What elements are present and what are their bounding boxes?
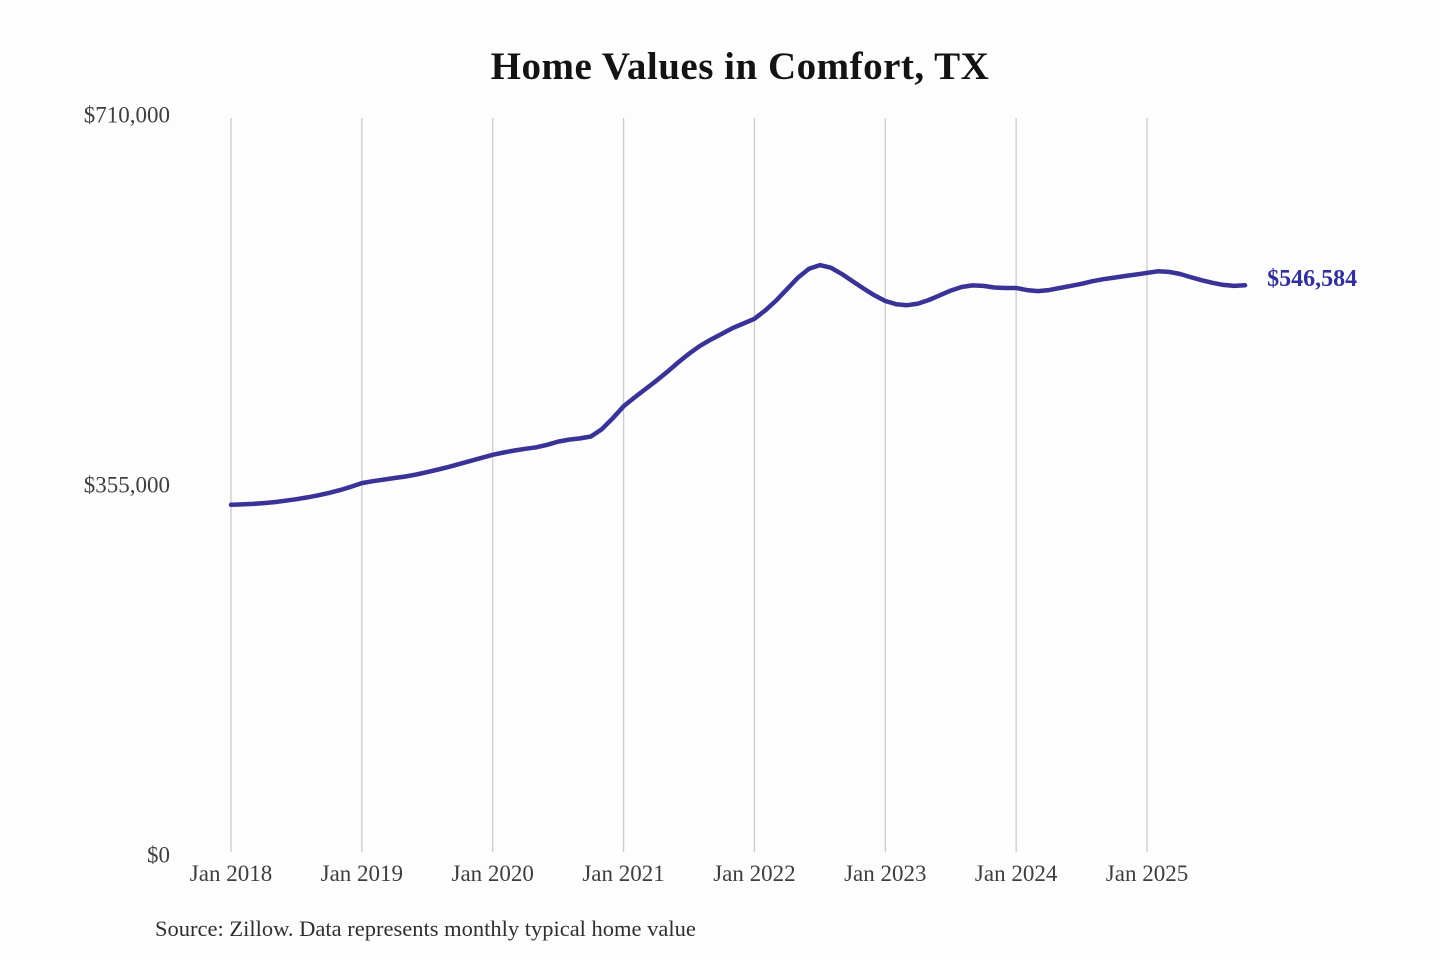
x-tick-label: Jan 2023 bbox=[844, 861, 926, 886]
x-tick-label: Jan 2020 bbox=[452, 861, 534, 886]
home-value-line bbox=[228, 262, 1248, 508]
y-tick-label: $0 bbox=[147, 843, 170, 868]
source-note: Source: Zillow. Data represents monthly … bbox=[155, 916, 696, 941]
x-tick-label: Jan 2024 bbox=[975, 861, 1058, 886]
x-tick-label: Jan 2022 bbox=[713, 861, 795, 886]
x-tick-label: Jan 2021 bbox=[582, 861, 664, 886]
latest-value-label: $546,584 bbox=[1267, 266, 1358, 293]
x-tick-label: Jan 2018 bbox=[190, 861, 272, 886]
chart-title: Home Values in Comfort, TX bbox=[490, 45, 990, 88]
x-tick-label: Jan 2025 bbox=[1106, 861, 1188, 886]
y-tick-label: $710,000 bbox=[84, 103, 170, 128]
y-tick-label: $355,000 bbox=[84, 473, 170, 498]
x-tick-label: Jan 2019 bbox=[321, 861, 403, 886]
